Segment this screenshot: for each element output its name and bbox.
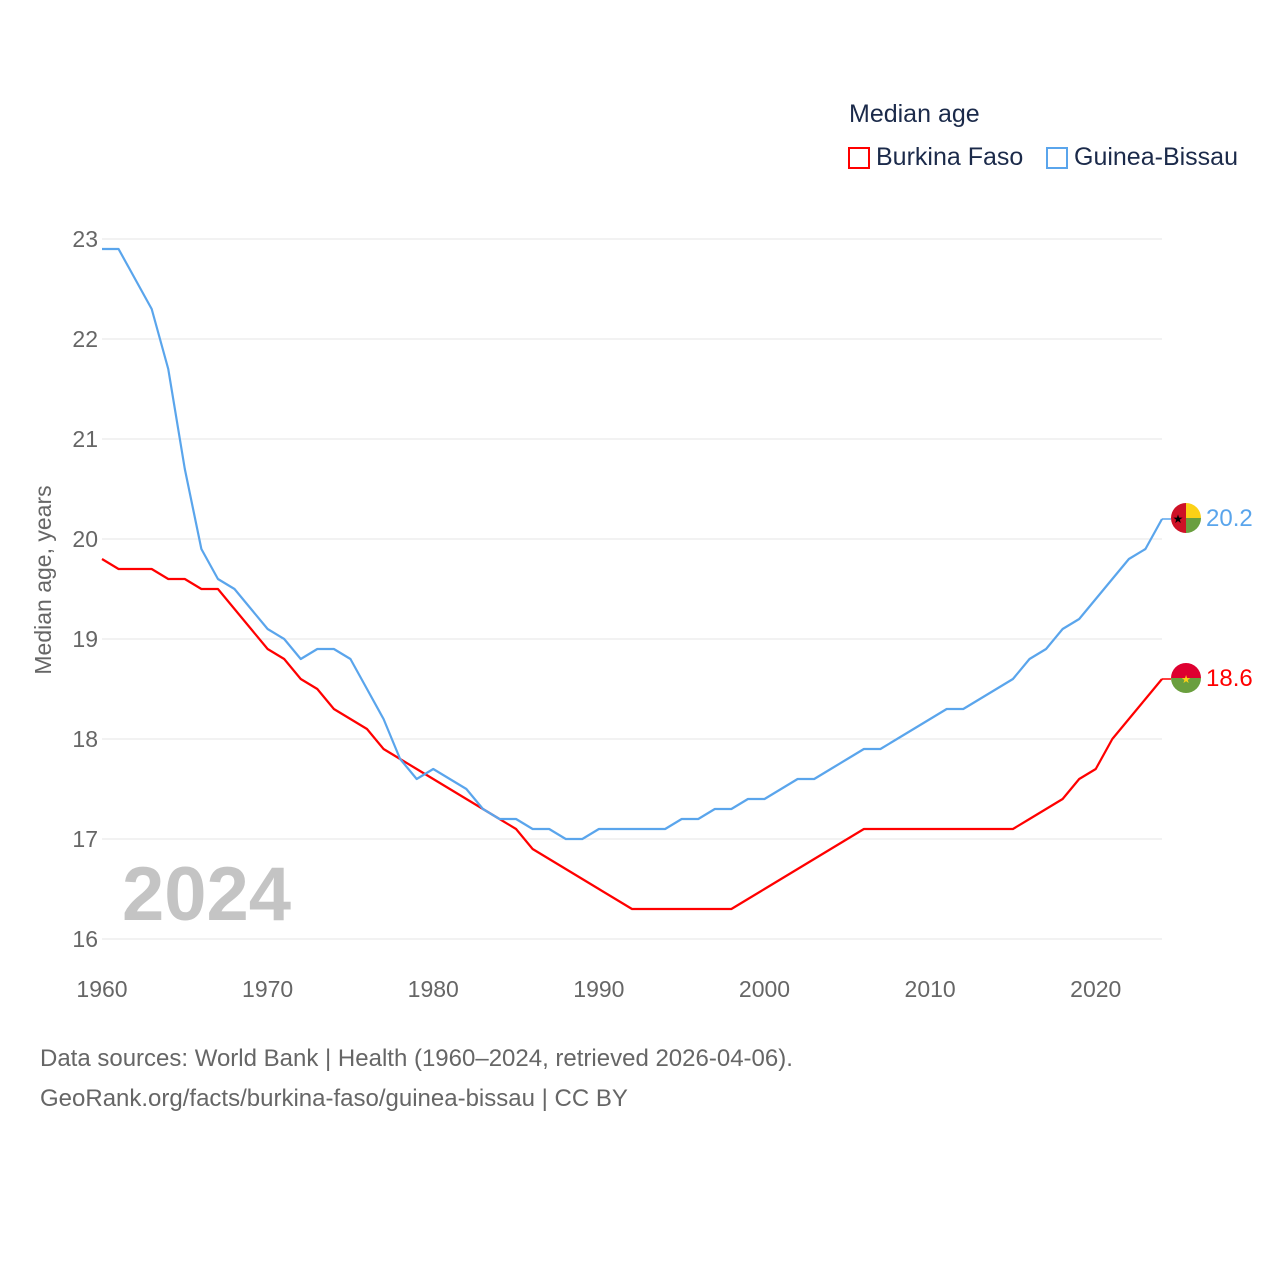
series-line-burkina-faso[interactable] — [101, 558, 1163, 911]
svg-text:★: ★ — [1173, 512, 1184, 526]
x-tick-label: 1980 — [408, 976, 459, 1002]
x-tick-label: 2000 — [739, 976, 790, 1002]
source-link[interactable]: GeoRank.org/facts/burkina-faso/guinea-bi… — [40, 1085, 628, 1112]
legend-item-burkina-faso[interactable]: Burkina Faso — [848, 143, 1023, 172]
y-axis-label: Median age, years — [30, 485, 56, 674]
y-tick-label: 20 — [72, 526, 98, 552]
y-tick-label: 19 — [72, 626, 98, 652]
y-tick-label: 16 — [72, 926, 98, 952]
legend-swatch-burkina-faso — [848, 146, 870, 169]
y-tick-label: 22 — [72, 326, 98, 352]
x-tick-label: 2010 — [905, 976, 956, 1002]
x-tick-label: 1990 — [573, 976, 624, 1002]
svg-text:★: ★ — [1181, 674, 1191, 686]
burkina-faso-flag-icon: ★ — [1171, 663, 1201, 693]
legend-label: Guinea-Bissau — [1074, 143, 1238, 171]
series-line-guinea-bissau[interactable] — [102, 247, 1163, 841]
x-tick-label: 2020 — [1070, 976, 1121, 1002]
end-label-guinea-bissau: 20.2 — [1206, 505, 1253, 532]
legend-title: Median age — [849, 100, 980, 128]
y-tick-label: 21 — [72, 426, 98, 452]
x-tick-label: 1970 — [242, 976, 293, 1002]
y-tick-label: 18 — [72, 726, 98, 752]
x-tick-label: 1960 — [76, 976, 127, 1002]
y-tick-label: 23 — [72, 226, 98, 252]
end-label-burkina-faso: 18.6 — [1206, 665, 1253, 692]
guinea-bissau-flag-icon: ★ — [1171, 503, 1201, 533]
year-watermark: 2024 — [122, 852, 291, 937]
source-text: Data sources: World Bank | Health (1960–… — [40, 1045, 793, 1072]
y-tick-label: 17 — [72, 826, 98, 852]
legend-label: Burkina Faso — [876, 143, 1024, 171]
legend-item-guinea-bissau[interactable]: Guinea-Bissau — [1046, 143, 1238, 172]
legend-swatch-guinea-bissau — [1046, 146, 1068, 169]
